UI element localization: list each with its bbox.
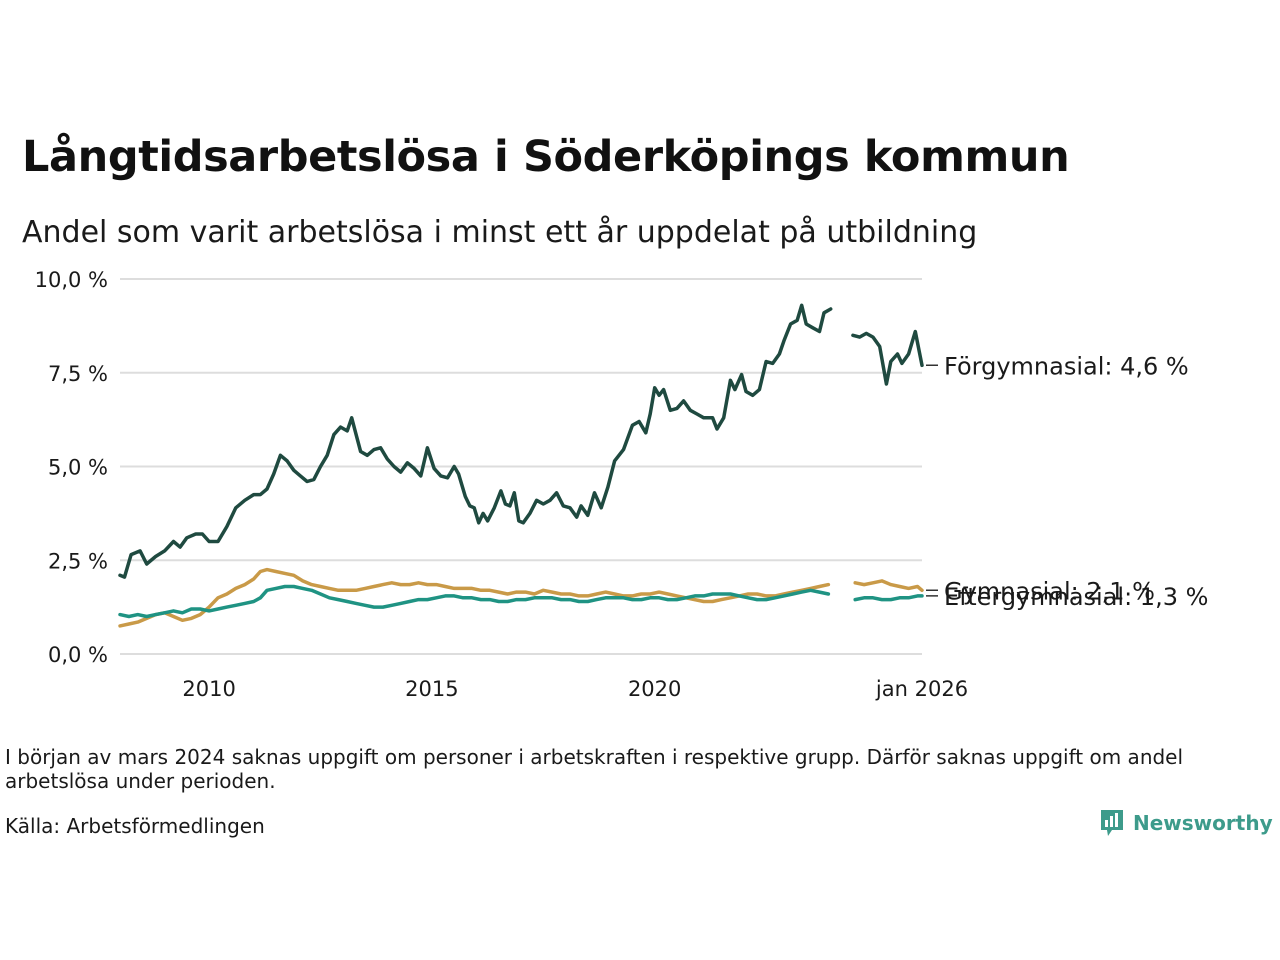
series-line-eftergymnasial [853,594,924,602]
y-tick-label: 7,5 % [48,362,108,386]
x-axis-ticks: 2010 2015 2020 jan 2026 [182,677,968,701]
y-tick-label: 2,5 % [48,549,108,573]
newsworthy-logo-icon [1101,810,1123,836]
series-line-gymnasial [118,567,831,628]
chart-subtitle: Andel som varit arbetslösa i minst ett å… [22,215,978,250]
y-tick-label: 10,0 % [35,268,108,292]
brand-name: Newsworthy [1133,811,1273,835]
x-tick-label: jan 2026 [875,677,968,701]
newsworthy-brand[interactable]: Newsworthy [1099,808,1273,838]
series-line-förgymnasial [118,303,833,579]
line-chart: 0,0 % 2,5 % 5,0 % 7,5 % 10,0 % 2010 2015 2020 j… [35,268,1209,701]
series-line-gymnasial [853,579,924,593]
series-label: Eftergymnasial: 1,3 % [944,583,1208,611]
series-labels: Förgymnasial: 4,6 % Gymnasial: 2,1 %Efter… [926,352,1208,611]
series-label: Förgymnasial: 4,6 % [944,352,1189,380]
chart-footnote: I början av mars 2024 saknas uppgift om … [5,745,1184,793]
y-axis-ticks: 0,0 % 2,5 % 5,0 % 7,5 % 10,0 % [35,268,108,667]
series-label: Gymnasial: 2,1 % [944,577,1155,605]
series-line-förgymnasial [851,329,924,386]
series-lines [118,303,924,628]
x-tick-label: 2010 [182,677,235,701]
x-tick-label: 2015 [405,677,458,701]
series-line-eftergymnasial [118,584,831,619]
y-tick-label: 0,0 % [48,643,108,667]
gridlines [120,278,922,655]
x-tick-label: 2020 [628,677,681,701]
y-tick-label: 5,0 % [48,456,108,480]
chart-source: Källa: Arbetsförmedlingen [5,814,265,838]
chart-title: Långtidsarbetslösa i Söderköpings kommun [22,132,1070,182]
